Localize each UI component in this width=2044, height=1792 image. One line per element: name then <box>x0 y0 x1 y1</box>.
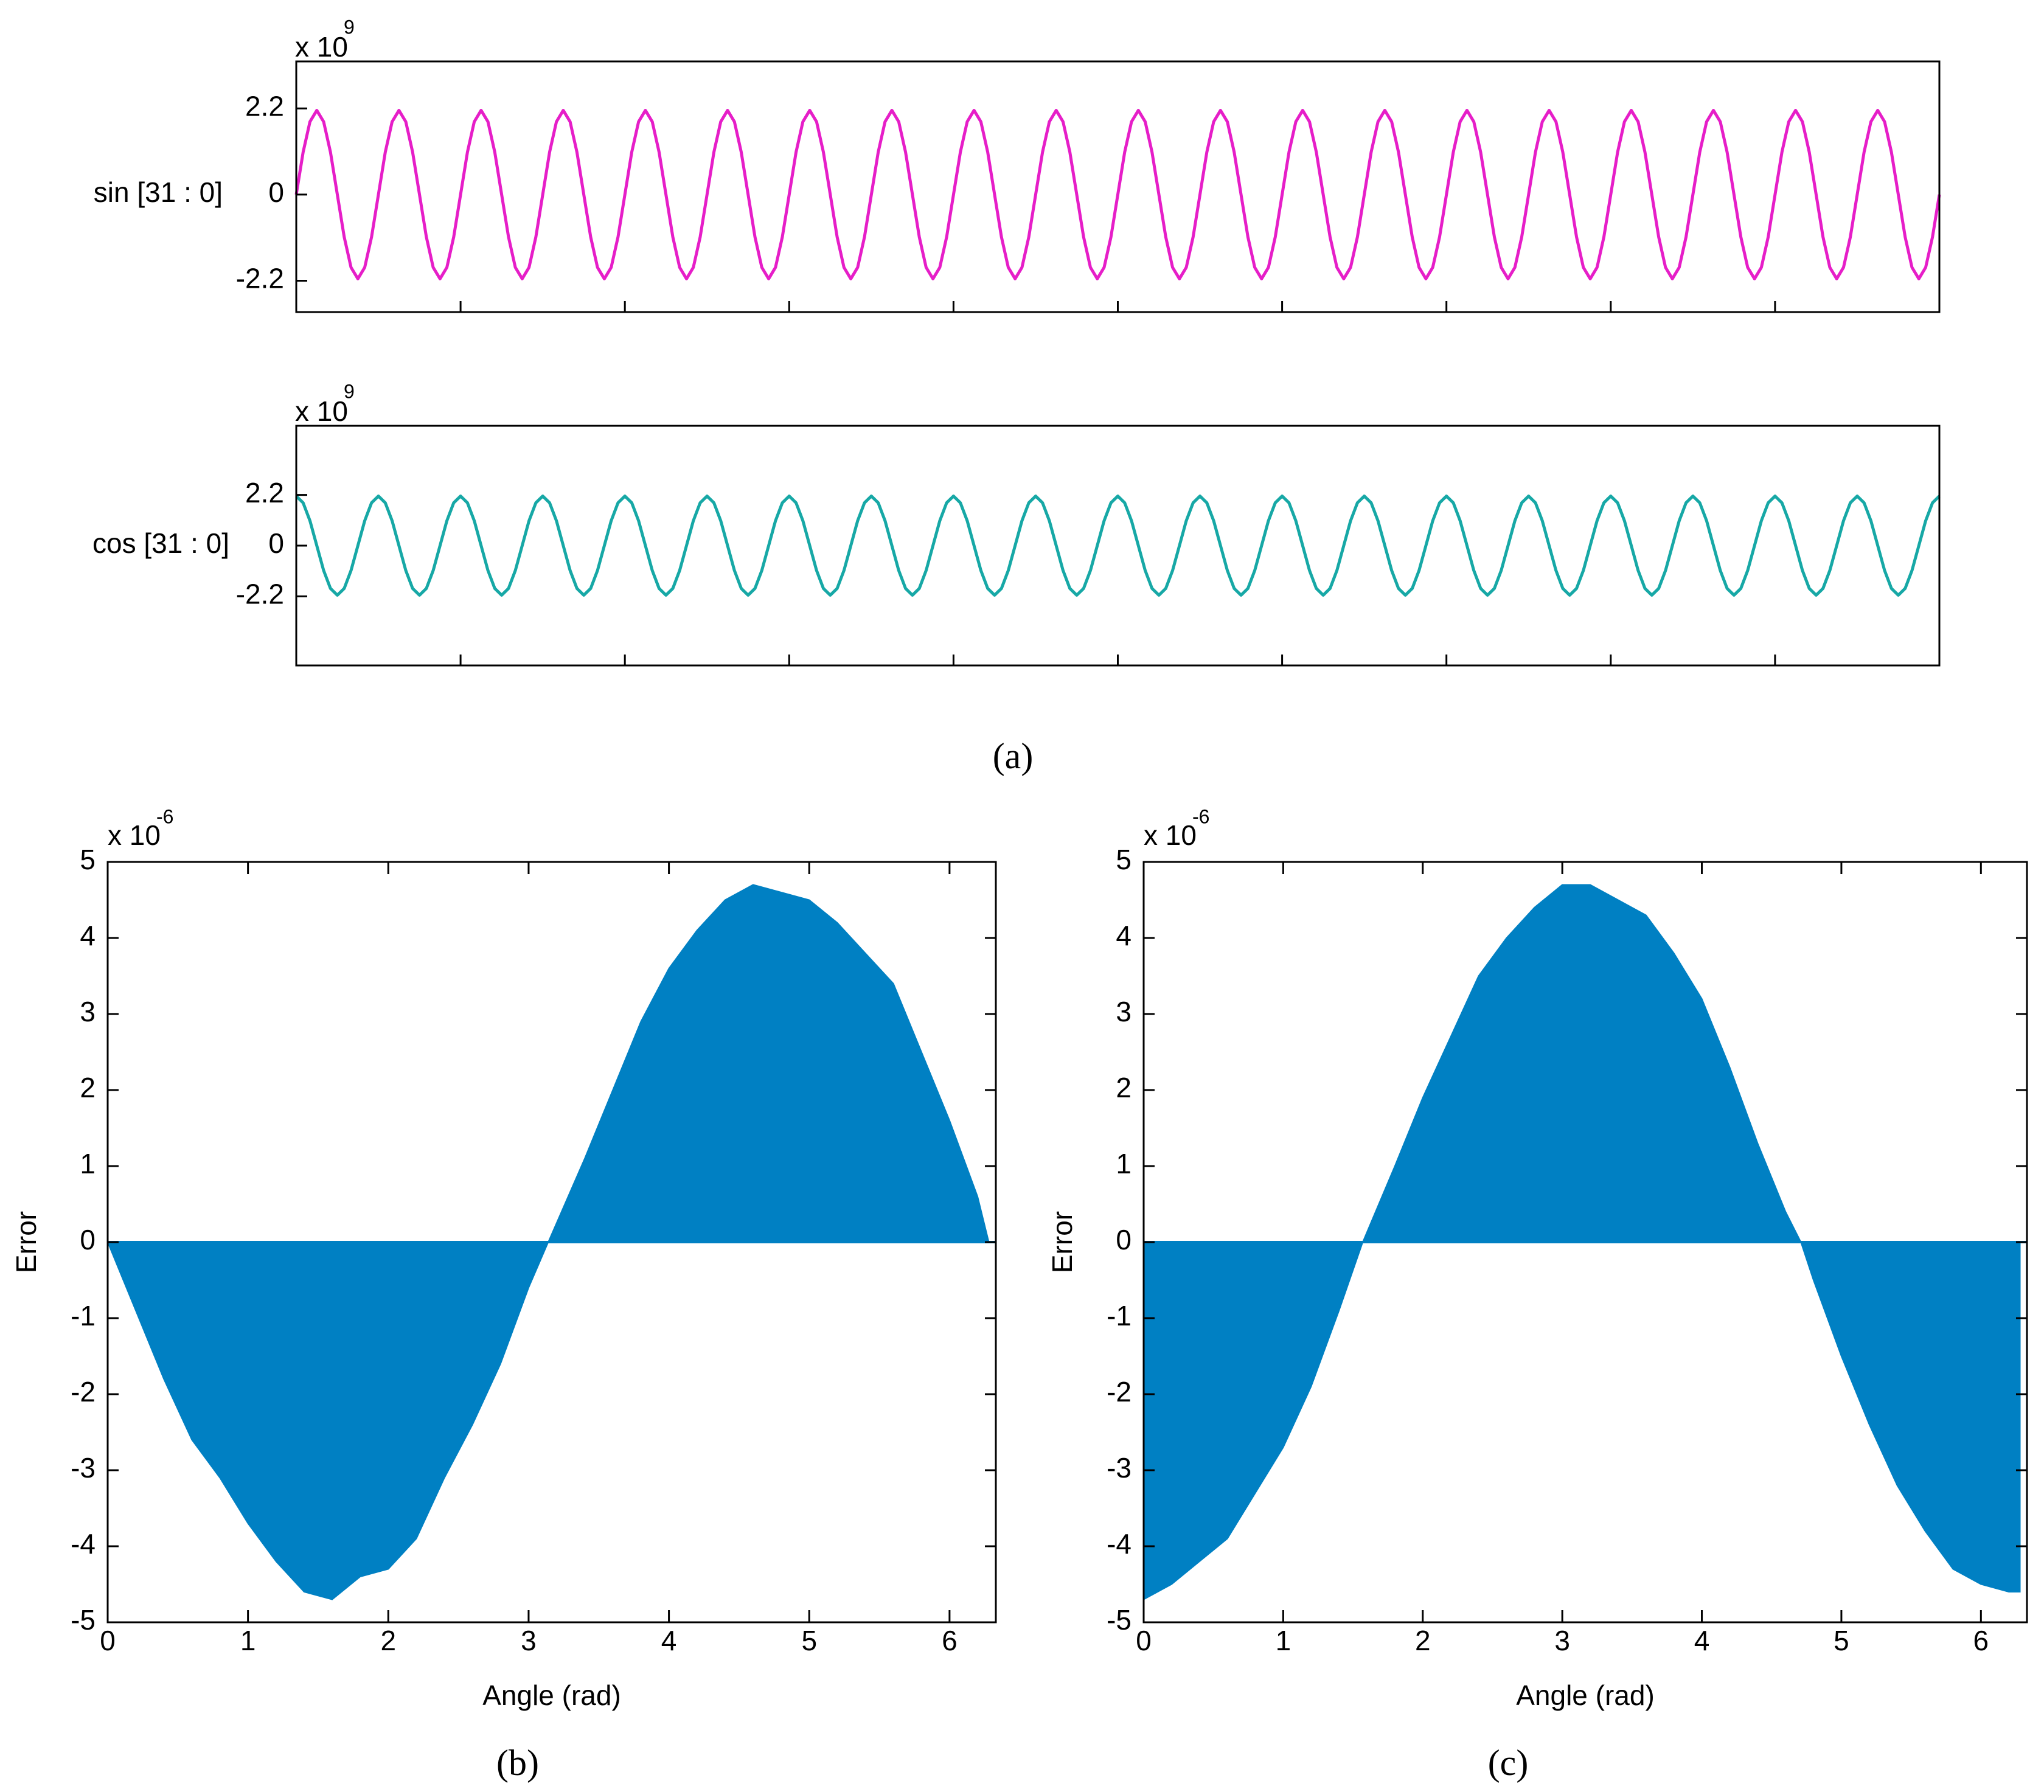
y-tick-label: 5 <box>80 844 96 875</box>
y-tick-label: 2 <box>1116 1072 1132 1103</box>
exponent-power: 9 <box>344 16 355 38</box>
exponent: x 10 <box>1144 819 1197 851</box>
exponent: x 10 <box>295 395 348 427</box>
x-tick-label: 1 <box>1276 1625 1291 1656</box>
y-tick-label: 4 <box>1116 920 1132 951</box>
y-tick-label: 3 <box>80 996 96 1027</box>
y-tick-label: 0 <box>268 176 284 208</box>
plot-frame <box>295 60 1941 313</box>
y-tick-label: 1 <box>80 1148 96 1179</box>
x-tick-label: 0 <box>100 1625 116 1656</box>
y-tick-label: -1 <box>71 1300 96 1332</box>
x-axis-label: Angle (rad) <box>1516 1679 1655 1711</box>
y-tick-label: -2 <box>1107 1376 1132 1408</box>
exponent-power: 9 <box>344 380 355 402</box>
y-tick-label: 1 <box>1116 1148 1132 1179</box>
y-axis-label: Error <box>10 1211 42 1273</box>
y-tick-label: 0 <box>1116 1224 1132 1255</box>
signal-line <box>294 108 1941 280</box>
y-tick-label: 4 <box>80 920 96 951</box>
y-tick-label: 3 <box>1116 996 1132 1027</box>
y-axis-label: cos [31 : 0] <box>92 527 229 559</box>
plot-frame <box>1142 861 2028 1624</box>
y-tick-label: -3 <box>1107 1452 1132 1484</box>
y-tick-label: -1 <box>1107 1300 1132 1332</box>
x-tick-label: 4 <box>1694 1625 1710 1656</box>
y-tick-label: -5 <box>71 1604 96 1636</box>
y-axis-label: Error <box>1046 1211 1078 1273</box>
plot-frame <box>295 425 1941 667</box>
plot-frame <box>106 861 997 1624</box>
exponent-power: -6 <box>156 805 173 827</box>
x-tick-label: 0 <box>1136 1625 1152 1656</box>
x-axis-label: Angle (rad) <box>482 1679 621 1711</box>
y-tick-label: 0 <box>268 527 284 559</box>
x-tick-label: 4 <box>661 1625 677 1656</box>
exponent-power: -6 <box>1192 805 1209 827</box>
y-tick-label: 2.2 <box>245 90 284 122</box>
x-tick-label: 2 <box>380 1625 396 1656</box>
exponent: x 10 <box>295 31 348 63</box>
y-tick-label: 2 <box>80 1072 96 1103</box>
signal-line <box>295 495 1941 597</box>
y-tick-label: 2.2 <box>245 477 284 509</box>
y-tick-label: -2.2 <box>236 578 284 610</box>
x-tick-label: 2 <box>1415 1625 1431 1656</box>
x-tick-label: 3 <box>1554 1625 1570 1656</box>
x-tick-label: 6 <box>942 1625 958 1656</box>
y-tick-label: -4 <box>71 1528 96 1560</box>
y-tick-label: 5 <box>1116 844 1132 875</box>
y-tick-label: -3 <box>71 1452 96 1484</box>
x-tick-label: 1 <box>240 1625 256 1656</box>
panel-label: (a) <box>993 736 1034 776</box>
panel-label: (c) <box>1488 1743 1529 1783</box>
y-tick-label: -2.2 <box>236 263 284 294</box>
y-tick-label: -4 <box>1107 1528 1132 1560</box>
x-tick-label: 5 <box>1834 1625 1849 1656</box>
x-tick-label: 5 <box>801 1625 817 1656</box>
y-axis-label: sin [31 : 0] <box>94 176 223 208</box>
y-tick-label: 0 <box>80 1224 96 1255</box>
y-tick-label: -2 <box>71 1376 96 1408</box>
x-tick-label: 3 <box>521 1625 537 1656</box>
exponent: x 10 <box>108 819 161 851</box>
x-tick-label: 6 <box>1973 1625 1989 1656</box>
panel-label: (b) <box>496 1743 539 1783</box>
y-tick-label: -5 <box>1107 1604 1132 1636</box>
